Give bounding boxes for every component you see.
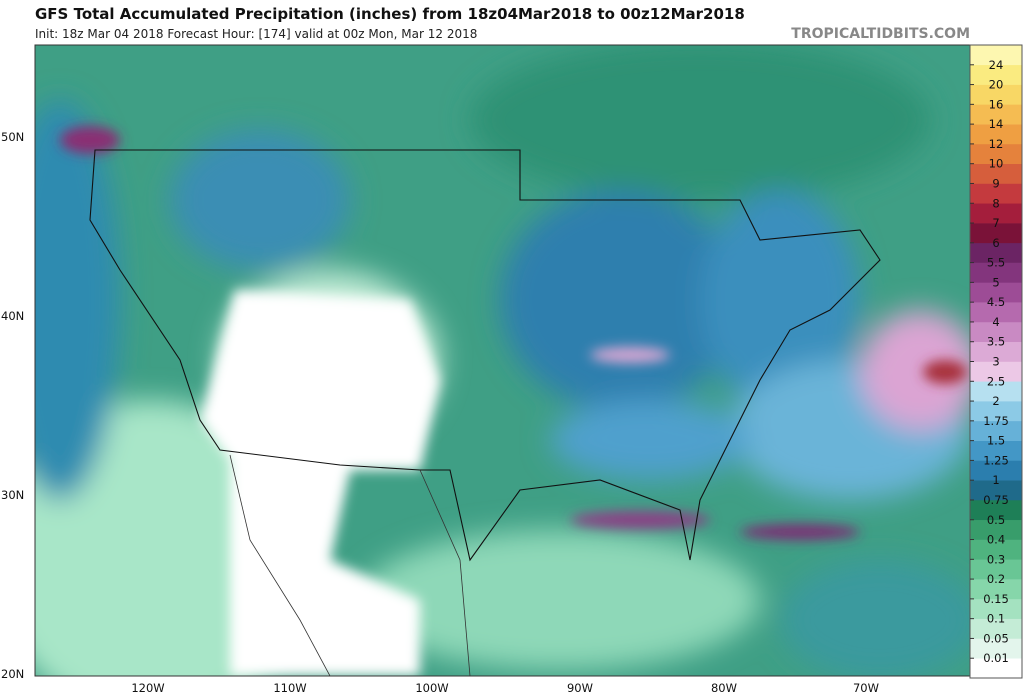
colorbar-label: 3.5 xyxy=(987,335,1005,349)
lat-label: 20N xyxy=(1,667,24,681)
colorbar-swatch xyxy=(970,262,1022,283)
colorbar-label: 16 xyxy=(989,97,1004,111)
colorbar-swatch xyxy=(970,124,1022,145)
colorbar-swatch xyxy=(970,460,1022,481)
lat-label: 30N xyxy=(1,488,24,502)
axis-labels: 50N 40N 30N 20N 120W 110W 100W 90W 80W 70W xyxy=(1,130,879,695)
colorbar-swatch xyxy=(970,104,1022,125)
colorbar-swatch xyxy=(970,579,1022,600)
colorbar-label: 20 xyxy=(989,78,1004,92)
colorbar-label: 1.75 xyxy=(983,414,1009,428)
colorbar-label: 24 xyxy=(989,58,1004,72)
colorbar-swatch xyxy=(970,203,1022,224)
colorbar-label: 3 xyxy=(992,355,999,369)
lon-label: 120W xyxy=(131,681,164,695)
colorbar-label: 2 xyxy=(992,394,999,408)
colorbar-label: 0.75 xyxy=(983,493,1009,507)
colorbar-swatch xyxy=(970,499,1022,521)
colorbar-label: 5.5 xyxy=(987,256,1005,270)
colorbar-label: 0.01 xyxy=(983,651,1009,665)
colorbar-swatch xyxy=(970,282,1022,303)
colorbar-label: 1 xyxy=(992,473,999,487)
colorbar-swatch xyxy=(970,341,1022,362)
colorbar-label: 10 xyxy=(989,157,1004,171)
subtitle: Init: 18z Mar 04 2018 Forecast Hour: [17… xyxy=(35,27,477,41)
colorbar-swatch xyxy=(970,401,1022,422)
colorbar-swatch xyxy=(970,183,1022,204)
colorbar-swatch xyxy=(970,242,1022,263)
watermark: TROPICALTIDBITS.COM xyxy=(791,26,970,42)
colorbar-swatch xyxy=(970,440,1022,461)
colorbar-swatch xyxy=(970,539,1022,560)
colorbar-label: 5 xyxy=(992,275,999,289)
colorbar-label: 1.5 xyxy=(987,434,1005,448)
lon-label: 90W xyxy=(567,681,593,695)
colorbar-swatch xyxy=(970,361,1022,382)
colorbar-swatch xyxy=(970,84,1022,105)
colorbar-label: 6 xyxy=(992,236,999,250)
colorbar-swatch xyxy=(970,519,1022,540)
colorbar-label: 0.15 xyxy=(983,592,1009,606)
colorbar-swatch xyxy=(970,598,1022,619)
colorbar-label: 0.05 xyxy=(983,631,1009,645)
colorbar-swatch xyxy=(970,163,1022,184)
lat-label: 40N xyxy=(1,309,24,323)
colorbar-swatch xyxy=(970,420,1022,441)
colorbar-label: 4.5 xyxy=(987,295,1005,309)
colorbar-swatch xyxy=(970,302,1022,323)
colorbar-swatch xyxy=(970,658,1022,679)
colorbar-swatch xyxy=(970,223,1022,244)
colorbar-label: 0.4 xyxy=(987,533,1005,547)
colorbar-swatch xyxy=(970,559,1022,580)
colorbar-label: 4 xyxy=(992,315,999,329)
lon-label: 80W xyxy=(711,681,737,695)
colorbar-swatch xyxy=(970,143,1022,164)
title: GFS Total Accumulated Precipitation (inc… xyxy=(35,5,745,23)
colorbar-swatch xyxy=(970,381,1022,402)
colorbar: 0.01 0.05 0.1 0.15 0.2 0.3 0.4 0.5 0.75 1 1.25 1.5 1… xyxy=(969,44,1023,679)
colorbar-label: 0.5 xyxy=(987,513,1005,527)
colorbar-swatch xyxy=(970,321,1022,343)
colorbar-swatch xyxy=(970,480,1022,501)
colorbar-label: 0.1 xyxy=(987,612,1005,626)
colorbar-swatch xyxy=(970,45,1022,66)
colorbar-swatch xyxy=(970,64,1022,85)
precip-map xyxy=(35,45,970,676)
lat-label: 50N xyxy=(1,130,24,144)
colorbar-label: 0.3 xyxy=(987,552,1005,566)
lon-label: 110W xyxy=(273,681,306,695)
colorbar-label: 7 xyxy=(992,216,999,230)
colorbar-label: 12 xyxy=(989,137,1004,151)
colorbar-label: 9 xyxy=(992,176,999,190)
colorbar-swatch xyxy=(970,618,1022,639)
colorbar-label: 2.5 xyxy=(987,374,1005,388)
lon-label: 70W xyxy=(853,681,879,695)
colorbar-swatch xyxy=(970,638,1022,659)
lon-label: 100W xyxy=(415,681,448,695)
colorbar-label: 8 xyxy=(992,196,999,210)
colorbar-label: 0.2 xyxy=(987,572,1005,586)
colorbar-label: 14 xyxy=(989,117,1004,131)
colorbar-label: 1.25 xyxy=(983,453,1009,467)
